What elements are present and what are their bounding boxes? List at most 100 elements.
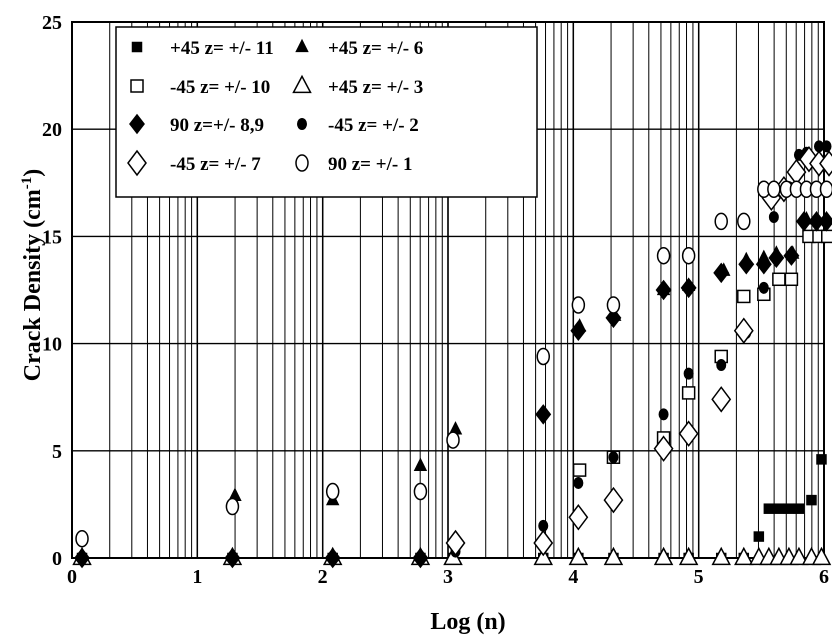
data-point xyxy=(446,431,460,449)
x-tick-label: 0 xyxy=(67,566,77,588)
data-point xyxy=(77,552,88,564)
x-tick-label: 1 xyxy=(192,566,202,588)
legend-marker xyxy=(130,79,144,93)
data-point xyxy=(572,463,587,477)
data-point xyxy=(755,254,772,275)
data-point xyxy=(758,281,769,294)
x-tick-label: 6 xyxy=(819,566,829,588)
data-point xyxy=(683,367,694,380)
data-point xyxy=(733,317,754,344)
data-point xyxy=(716,359,727,372)
data-point xyxy=(767,180,781,198)
data-markers xyxy=(72,140,832,569)
legend-marker xyxy=(295,154,309,172)
legend-marker xyxy=(129,113,145,135)
data-point xyxy=(753,531,765,542)
data-point xyxy=(608,451,619,464)
data-point xyxy=(533,529,554,557)
y-tick-label: 5 xyxy=(52,441,62,463)
data-point xyxy=(653,546,674,566)
data-point xyxy=(227,552,238,564)
data-point xyxy=(538,519,549,532)
data-point xyxy=(793,503,805,514)
data-point xyxy=(413,482,428,501)
y-axis-title: Crack Density (cm-1) xyxy=(19,169,46,381)
data-point xyxy=(655,279,672,301)
y-tick-label: 0 xyxy=(52,548,62,570)
data-point xyxy=(821,140,832,153)
data-point xyxy=(819,180,832,198)
data-point xyxy=(678,546,699,566)
legend-marker xyxy=(295,38,309,53)
data-point xyxy=(783,503,795,514)
legend-label: +45 z= +/- 6 xyxy=(328,38,423,59)
data-point xyxy=(768,247,785,269)
y-tick-label: 10 xyxy=(42,334,62,356)
legend-label: -45 z= +/- 2 xyxy=(328,115,419,136)
data-point xyxy=(533,546,554,566)
data-point xyxy=(818,211,832,232)
legend-marker xyxy=(292,74,312,94)
data-point xyxy=(603,486,624,514)
data-point xyxy=(680,277,697,299)
y-tick-label: 20 xyxy=(42,119,62,141)
data-point xyxy=(573,476,584,489)
legend-label: +45 z= +/- 11 xyxy=(170,38,274,59)
x-tick-labels: 0 1 2 3 4 5 6 xyxy=(67,566,829,588)
legend-box xyxy=(115,26,538,198)
data-point xyxy=(738,254,755,275)
legend-label: 90 z=+/- 8,9 xyxy=(170,115,264,136)
legend-label: 90 z= +/- 1 xyxy=(328,154,412,175)
y-axis-title-main: Crack Density (cm xyxy=(20,189,46,381)
data-point xyxy=(737,212,751,231)
legend-marker xyxy=(127,149,147,177)
data-point xyxy=(658,408,669,421)
data-point xyxy=(605,307,622,329)
data-point xyxy=(714,212,728,231)
x-tick-label: 4 xyxy=(568,566,578,588)
data-point xyxy=(734,546,754,566)
data-point xyxy=(768,211,779,224)
y-tick-label: 15 xyxy=(42,226,62,248)
data-point xyxy=(789,546,809,566)
data-point xyxy=(711,386,732,413)
data-point xyxy=(783,245,800,266)
data-point xyxy=(819,150,832,177)
data-point xyxy=(806,494,817,506)
x-tick-label: 2 xyxy=(318,566,328,588)
legend-label: +45 z= +/- 3 xyxy=(328,77,423,98)
legend-marker xyxy=(131,41,143,53)
y-axis-title-superscript: -1 xyxy=(19,177,35,190)
data-point xyxy=(327,552,338,564)
data-point xyxy=(445,529,466,557)
x-axis-title: Log (n) xyxy=(430,609,505,635)
data-point xyxy=(325,482,340,501)
data-point xyxy=(772,272,786,287)
data-point xyxy=(413,457,428,471)
data-point xyxy=(711,546,731,566)
data-point xyxy=(816,454,827,465)
data-point xyxy=(681,246,696,265)
data-point xyxy=(773,503,785,514)
data-point xyxy=(821,229,832,244)
y-tick-labels: 0 5 10 15 20 25 xyxy=(42,12,62,570)
data-point xyxy=(606,296,621,314)
data-point xyxy=(536,347,551,366)
data-point xyxy=(75,529,89,548)
data-point xyxy=(784,272,799,287)
legend: +45 z= +/- 11 +45 z= +/- 6 -45 z= +/- 10 +4… xyxy=(115,26,538,198)
y-tick-label: 25 xyxy=(42,12,62,34)
data-point xyxy=(737,289,751,304)
data-point xyxy=(535,404,552,425)
data-point xyxy=(656,246,671,265)
data-point xyxy=(568,504,589,531)
data-point xyxy=(678,420,699,447)
legend-marker xyxy=(297,118,307,130)
y-axis-title-close: ) xyxy=(20,169,46,177)
data-point xyxy=(811,546,832,566)
legend-label: -45 z= +/- 10 xyxy=(170,77,270,98)
data-point xyxy=(571,296,586,314)
data-point xyxy=(763,503,775,514)
data-point xyxy=(795,211,812,232)
